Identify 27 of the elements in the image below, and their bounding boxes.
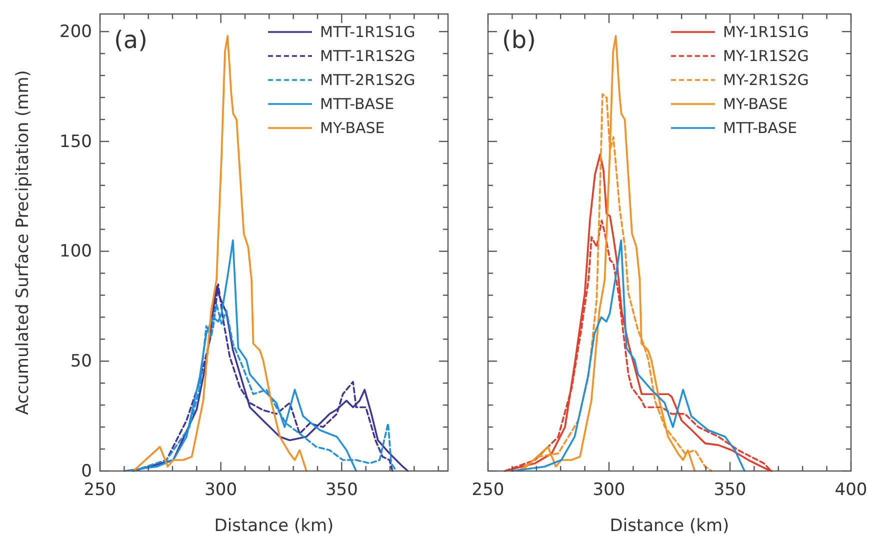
y-tick-label: 0 [81,461,92,482]
y-tick-label: 100 [60,242,92,262]
y-tick-label: 150 [60,132,92,152]
legend-label: MTT-BASE [320,95,394,113]
legend-label: MY-2R1S2G [723,71,809,89]
x-tick-label: 350 [325,480,358,500]
x-tick-label: 250 [84,480,116,500]
legend-label: MTT-1R1S2G [320,47,416,65]
x-tick-label: 300 [204,480,238,500]
x-tick-label: 400 [834,480,868,500]
legend-label: MY-BASE [320,119,385,137]
x-tick-label: 250 [472,480,504,500]
legend-label: MY-1R1S2G [723,47,809,65]
y-tick-label: 200 [60,22,92,42]
legend-label: MTT-BASE [723,119,798,137]
annotation: (b) [502,26,536,54]
legend-label: MTT-1R1S1G [320,23,416,41]
annotation: (a) [114,26,148,54]
legend-label: MY-1R1S1G [723,23,809,41]
x-tick-label: 350 [714,480,746,500]
x-tick-label: 300 [592,480,626,500]
y-axis-title: Accumulated Surface Precipitation (mm) [13,70,33,415]
y-tick-label: 50 [70,352,92,372]
x-axis-title: Distance (km) [214,516,334,536]
x-axis-title: Distance (km) [610,516,730,536]
legend-label: MTT-2R1S2G [320,71,416,89]
legend-label: MY-BASE [723,95,788,113]
